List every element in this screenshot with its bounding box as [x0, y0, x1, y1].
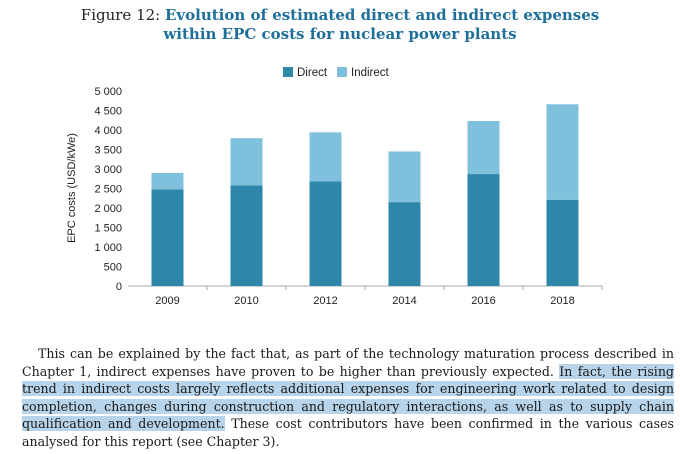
- bar-direct-2016: [467, 174, 500, 286]
- legend-label-indirect: Indirect: [351, 67, 390, 79]
- legend-label-direct: Direct: [297, 67, 328, 79]
- y-tick-label: 500: [104, 262, 122, 274]
- x-tick-label: 2009: [155, 295, 179, 307]
- x-tick-label: 2018: [550, 295, 574, 307]
- body-paragraph: This can be explained by the fact that, …: [22, 345, 674, 451]
- figure-caption: Figure 12: Evolution of estimated direct…: [0, 6, 680, 44]
- x-tick-label: 2012: [313, 295, 337, 307]
- figure-title-line2: within EPC costs for nuclear power plant…: [163, 25, 517, 43]
- bar-indirect-2009: [151, 172, 184, 190]
- y-tick-label: 2 000: [94, 203, 122, 215]
- paragraph-text-1: This can be explained by the fact that, …: [22, 346, 674, 379]
- y-axis-title: EPC costs (USD/kWe): [66, 133, 78, 243]
- y-tick-label: 1 000: [94, 242, 122, 254]
- y-tick-label: 3 500: [94, 145, 122, 157]
- bar-indirect-2014: [388, 151, 421, 203]
- bar-indirect-2010: [230, 138, 263, 186]
- y-axis: 0 500 1 000 1 500 2 000 2 500 3 000 3 500 4 000 4…: [94, 86, 122, 293]
- bar-indirect-2016: [467, 121, 500, 175]
- paragraph-text-2: These cost contributors have been confir…: [22, 416, 674, 449]
- y-tick-label: 4 000: [94, 125, 122, 137]
- stacked-bar-chart: Direct Indirect EPC costs (USD/kWe) 0 500…: [66, 67, 603, 307]
- x-tick-label: 2014: [392, 295, 416, 307]
- y-tick-label: 4 500: [94, 106, 122, 118]
- y-tick-label: 1 500: [94, 223, 122, 235]
- bar-direct-2014: [388, 202, 421, 286]
- legend-swatch-direct: [283, 67, 293, 77]
- y-tick-label: 3 000: [94, 164, 122, 176]
- bar-indirect-2018: [546, 104, 579, 200]
- bar-direct-2018: [546, 199, 579, 286]
- x-axis: 2009 2010 2012 2014 2016 2018: [155, 286, 603, 307]
- figure-title-line1: Evolution of estimated direct and indire…: [165, 6, 600, 24]
- x-tick-label: 2016: [471, 295, 495, 307]
- bars: [151, 104, 579, 286]
- figure-label: Figure 12:: [80, 6, 161, 24]
- bar-direct-2012: [309, 181, 342, 286]
- bar-indirect-2012: [309, 132, 342, 182]
- y-tick-label: 2 500: [94, 184, 122, 196]
- y-tick-label: 5 000: [94, 86, 122, 98]
- bar-direct-2010: [230, 185, 263, 286]
- y-tick-label: 0: [116, 281, 122, 293]
- legend: Direct Indirect: [283, 67, 390, 79]
- legend-swatch-indirect: [337, 67, 347, 77]
- bar-direct-2009: [151, 189, 184, 286]
- x-tick-label: 2010: [234, 295, 258, 307]
